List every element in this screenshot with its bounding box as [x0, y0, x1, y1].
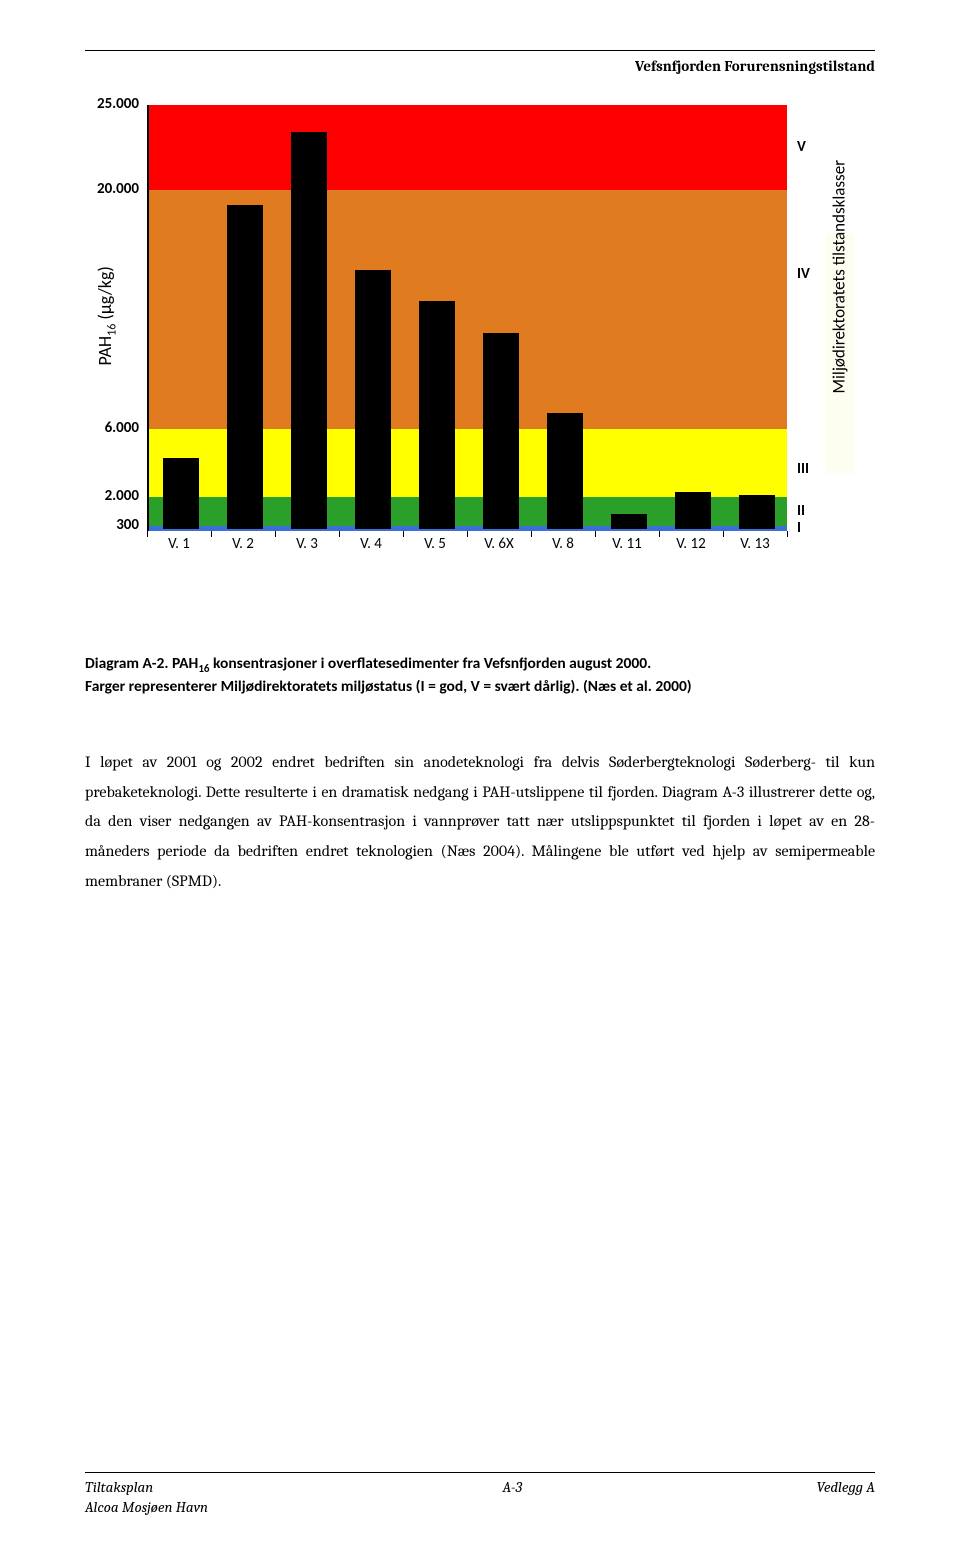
header-rule — [85, 50, 875, 51]
caption-line1: PAH16 konsentrasjoner i overflatesedimen… — [172, 654, 651, 673]
y-axis: 25.00020.0006.0002.000300 — [85, 103, 145, 533]
side-axis-label: Miljødirektoratets tilstandsklasser — [829, 334, 850, 394]
x-tick-label: V. 12 — [669, 535, 713, 553]
bar — [739, 495, 775, 529]
footer-page-number: A-3 — [502, 1477, 522, 1518]
x-tick-label: V. 8 — [541, 535, 585, 553]
bar — [611, 514, 647, 529]
caption-line2: Farger representerer Miljødirektoratets … — [85, 677, 692, 696]
x-tick-label: V. 11 — [605, 535, 649, 553]
x-tick-label: V. 5 — [413, 535, 457, 553]
y-tick-label: 6.000 — [85, 419, 139, 437]
bar — [355, 270, 391, 529]
bar — [291, 132, 327, 529]
pah-bar-chart: PAH16 (µg/kg) 25.00020.0006.0002.000300 … — [85, 103, 875, 623]
caption-prefix: Diagram A-2. — [85, 654, 172, 673]
class-label-IV: IV — [797, 265, 810, 283]
bar — [483, 333, 519, 529]
y-tick-label: 25.000 — [85, 95, 139, 113]
x-tick-label: V. 3 — [285, 535, 329, 553]
class-label-V: V — [797, 138, 806, 156]
band-V — [149, 105, 787, 190]
x-tick-label: V. 2 — [221, 535, 265, 553]
header-title: Vefsnfjorden Forurensningstilstand — [85, 57, 875, 75]
bar — [227, 205, 263, 529]
x-tick-label: V. 4 — [349, 535, 393, 553]
plot-area — [147, 105, 787, 531]
class-label-II: II — [797, 502, 805, 520]
page-footer: Tiltaksplan Alcoa Mosjøen Havn A-3 Vedle… — [85, 1472, 875, 1518]
y-tick-label: 20.000 — [85, 180, 139, 198]
body-paragraph: I løpet av 2001 og 2002 endret bedriften… — [85, 748, 875, 896]
footer-left: Tiltaksplan Alcoa Mosjøen Havn — [85, 1477, 208, 1518]
footer-rule — [85, 1472, 875, 1473]
footer-right: Vedlegg A — [817, 1477, 875, 1518]
x-tick-label: V. 1 — [157, 535, 201, 553]
bar — [675, 492, 711, 529]
chart-caption: Diagram A-2. PAH16 konsentrasjoner i ove… — [85, 653, 875, 698]
bar — [547, 413, 583, 529]
x-tick-label: V. 6X — [477, 535, 521, 553]
bar — [419, 301, 455, 529]
y-tick-label: 2.000 — [85, 487, 139, 505]
class-label-III: III — [797, 460, 809, 478]
x-tick-label: V. 13 — [733, 535, 777, 553]
class-label-I: I — [797, 519, 801, 537]
bar — [163, 458, 199, 529]
y-tick-label: 300 — [85, 516, 139, 534]
